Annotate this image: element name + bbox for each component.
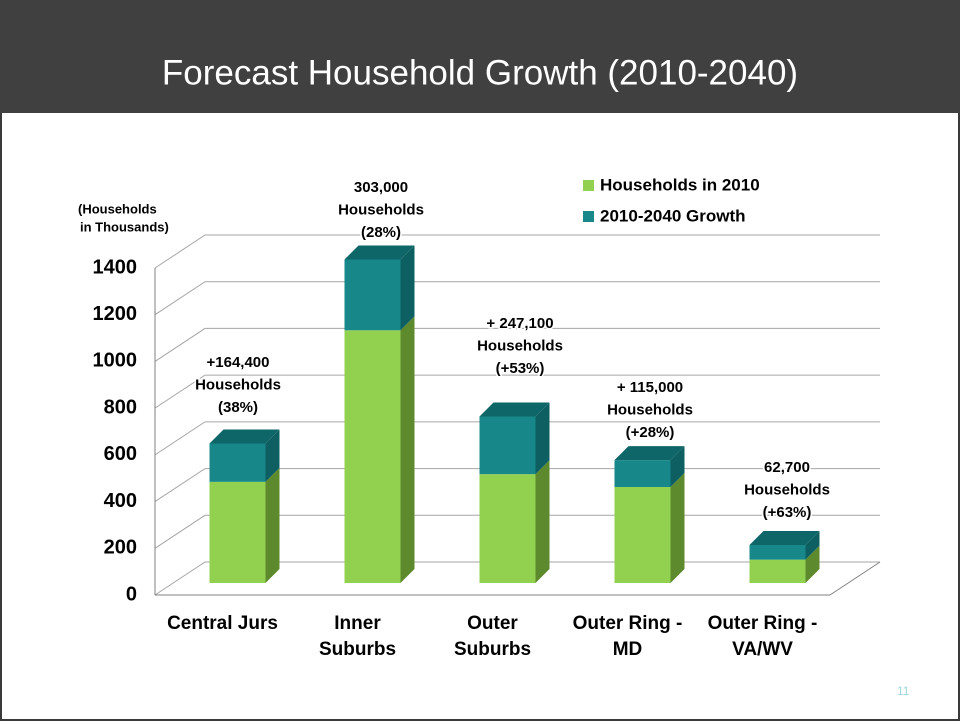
grid-line: [154, 281, 880, 316]
grid-line: [154, 234, 880, 269]
bar-side: [805, 530, 820, 560]
bar-side: [535, 402, 550, 475]
annotation: Households: [477, 337, 563, 354]
bar-side: [265, 429, 280, 482]
x-tick-label: MD: [613, 639, 643, 660]
x-tick-label: VA/WV: [732, 639, 793, 660]
annotation: (+63%): [763, 504, 812, 521]
page-number: 11: [897, 684, 910, 698]
legend-label: Households in 2010: [600, 175, 760, 194]
bar-side: [670, 446, 685, 488]
x-tick-label: Central Jurs: [167, 613, 278, 634]
x-tick-label: Outer Ring -: [573, 613, 683, 634]
x-tick-label: Inner: [334, 613, 381, 634]
annotation: Households: [744, 481, 830, 498]
bar-segment: [614, 487, 671, 583]
annotation: 62,700: [764, 459, 810, 476]
annotation: (38%): [218, 399, 258, 416]
bar-side: [265, 467, 280, 583]
y-tick-label: 1000: [93, 350, 138, 372]
bar-segment: [344, 259, 401, 331]
bar-segment: [479, 474, 536, 583]
x-tick-label: Suburbs: [319, 639, 396, 660]
bar-segment: [749, 559, 806, 583]
annotation: Households: [195, 376, 281, 393]
legend-swatch: [583, 211, 594, 222]
y-tick-label: 1400: [93, 256, 138, 278]
bar-segment: [479, 416, 536, 475]
bar-segment: [209, 443, 266, 482]
grid-line: [154, 421, 880, 456]
bar-side: [535, 460, 550, 583]
bar-top: [209, 429, 280, 444]
y-tick-label: 600: [104, 443, 137, 465]
chart-title: Forecast Household Growth (2010-2040): [162, 53, 798, 92]
bar-top: [749, 530, 820, 545]
annotation: + 115,000: [617, 379, 683, 396]
bar-top: [479, 402, 550, 417]
y-tick-label: 800: [104, 396, 137, 418]
x-tick-label: Suburbs: [454, 639, 531, 660]
bar-side: [400, 316, 415, 583]
x-tick-label: Outer: [467, 613, 518, 634]
annotation: +164,400: [207, 354, 270, 371]
annotation: + 247,100: [486, 315, 553, 332]
annotation: Households: [607, 401, 693, 418]
bar-segment: [749, 544, 806, 560]
bar-side: [805, 545, 820, 583]
bar-top: [344, 245, 415, 260]
annotation: (28%): [361, 224, 401, 241]
annotation: (+53%): [496, 360, 545, 377]
y-axis-label: in Thousands): [80, 219, 169, 234]
floor-edge: [829, 561, 881, 596]
y-tick-label: 0: [126, 583, 137, 605]
bar-side: [670, 473, 685, 583]
grid-line: [154, 374, 880, 409]
y-tick-label: 400: [104, 490, 137, 512]
bar-segment: [209, 481, 266, 583]
bar-segment: [614, 460, 671, 488]
annotation: Households: [338, 201, 424, 218]
y-axis-label: (Households: [78, 201, 157, 216]
bar-top: [614, 446, 685, 461]
grid-line: [154, 327, 880, 362]
annotation: (+28%): [626, 424, 675, 441]
bar-segment: [344, 330, 401, 583]
bar-side: [400, 245, 415, 331]
x-tick-label: Outer Ring -: [708, 613, 818, 634]
header: [0, 0, 960, 113]
y-tick-label: 1200: [93, 303, 138, 325]
annotation: 303,000: [354, 179, 408, 196]
y-tick-label: 200: [104, 537, 137, 559]
legend-swatch: [583, 180, 594, 191]
legend-label: 2010-2040 Growth: [600, 206, 746, 225]
